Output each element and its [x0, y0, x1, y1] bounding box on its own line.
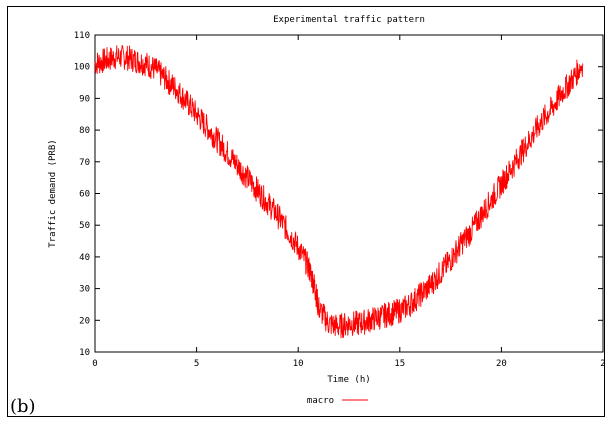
data-point — [460, 244, 461, 245]
data-point — [409, 304, 410, 305]
data-point — [491, 199, 492, 200]
x-tick-label: 5 — [194, 359, 199, 369]
data-point — [562, 91, 563, 92]
data-point — [501, 183, 502, 184]
line-chart: Experimental traffic pattern102030405060… — [10, 15, 606, 417]
data-point — [166, 79, 167, 80]
data-point — [145, 63, 146, 64]
y-tick-label: 100 — [74, 63, 90, 73]
data-point — [267, 202, 268, 203]
data-point — [572, 79, 573, 80]
data-point — [247, 177, 248, 178]
data-point — [430, 285, 431, 286]
x-tick-label: 15 — [394, 359, 405, 369]
data-point — [155, 69, 156, 70]
data-point — [115, 57, 116, 58]
data-point — [582, 63, 583, 64]
y-tick-label: 110 — [74, 31, 90, 41]
y-tick-label: 70 — [79, 158, 90, 168]
x-tick-label: 0 — [92, 359, 97, 369]
x-tick-label: 10 — [293, 359, 304, 369]
chart-title: Experimental traffic pattern — [273, 15, 425, 25]
y-axis-label: Traffic demand (PRB) — [48, 139, 58, 247]
data-point — [277, 215, 278, 216]
x-tick-label: 20 — [496, 359, 507, 369]
data-point — [298, 247, 299, 248]
data-point — [206, 126, 207, 127]
data-point — [541, 120, 542, 121]
data-point — [389, 313, 390, 314]
data-point — [511, 168, 512, 169]
y-tick-label: 50 — [79, 221, 90, 231]
data-point — [314, 285, 315, 286]
data-point — [257, 190, 258, 191]
data-point — [552, 107, 553, 108]
series-line-macro — [94, 44, 584, 339]
data-point — [125, 57, 126, 58]
y-tick-label: 90 — [79, 94, 90, 104]
data-point — [399, 310, 400, 311]
y-tick-label: 10 — [79, 348, 90, 358]
data-point — [470, 231, 471, 232]
data-point — [308, 266, 309, 267]
figure-frame: Experimental traffic pattern 10 20 30 40 50 60… — [7, 6, 606, 417]
data-point — [480, 215, 481, 216]
x-axis-label: Time (h) — [327, 375, 370, 385]
data-point — [328, 323, 329, 324]
data-point — [176, 88, 177, 89]
data-point — [420, 294, 421, 295]
data-point — [105, 60, 106, 61]
data-point — [450, 259, 451, 260]
data-point — [369, 320, 370, 321]
data-point — [135, 60, 136, 61]
data-point — [237, 164, 238, 165]
data-point — [521, 152, 522, 153]
data-point — [226, 152, 227, 153]
y-tick-label: 20 — [79, 316, 90, 326]
figure-label: (b) — [10, 396, 36, 417]
y-tick-label: 30 — [79, 285, 90, 295]
data-point — [94, 63, 95, 64]
y-tick-label: 40 — [79, 253, 90, 263]
data-point — [359, 323, 360, 324]
y-tick-label: 60 — [79, 190, 90, 200]
data-point — [186, 101, 187, 102]
data-point — [440, 272, 441, 273]
data-point — [287, 231, 288, 232]
data-point — [348, 323, 349, 324]
data-point — [379, 317, 380, 318]
data-point — [318, 307, 319, 308]
data-point — [216, 139, 217, 140]
data-point — [338, 326, 339, 327]
x-tick-label: 2 — [600, 359, 605, 369]
data-point — [531, 136, 532, 137]
y-tick-label: 80 — [79, 126, 90, 136]
legend-label: macro — [307, 396, 334, 406]
data-point — [196, 114, 197, 115]
